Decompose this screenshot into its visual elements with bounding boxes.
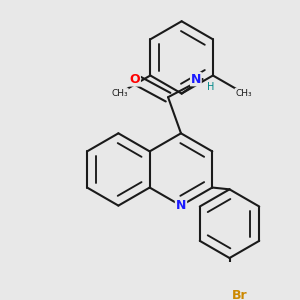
Text: O: O <box>129 73 140 85</box>
Text: CH₃: CH₃ <box>235 88 252 98</box>
Text: N: N <box>176 199 186 212</box>
Text: H: H <box>207 82 215 92</box>
Text: N: N <box>191 73 201 85</box>
Text: CH₃: CH₃ <box>112 88 128 98</box>
Text: Br: Br <box>232 290 248 300</box>
